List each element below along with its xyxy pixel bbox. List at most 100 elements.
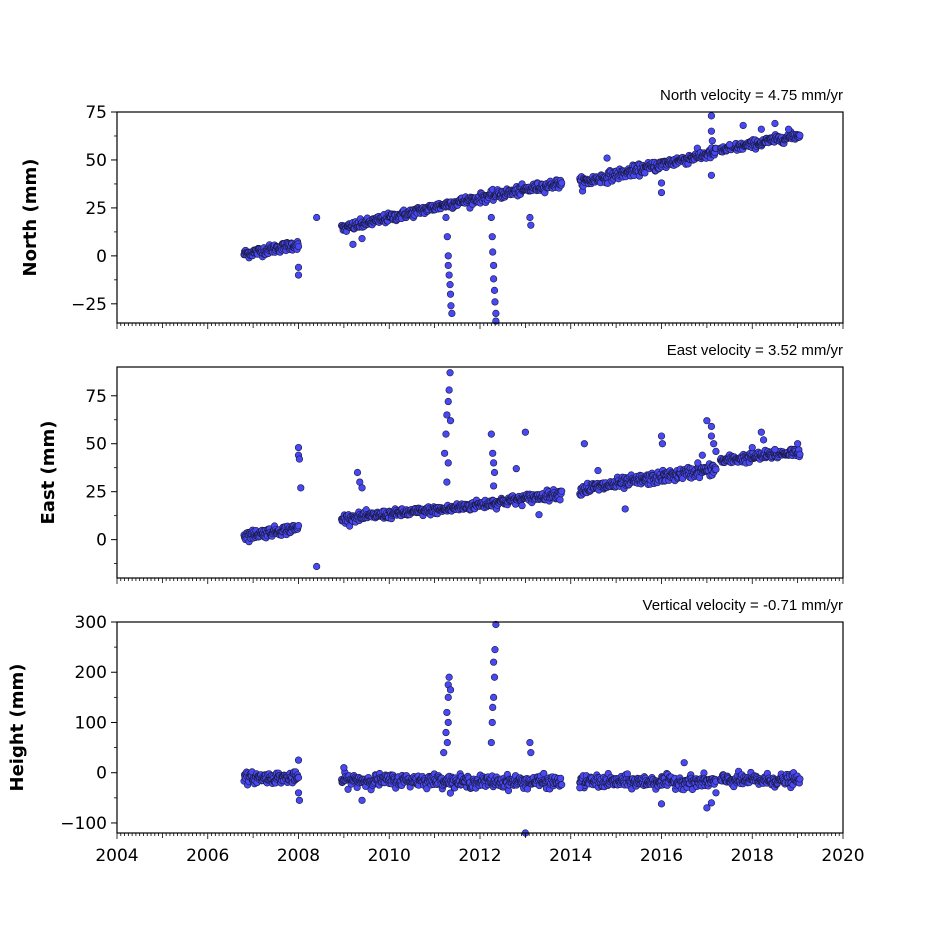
outlier-point — [526, 738, 534, 747]
outlier-point — [490, 482, 498, 490]
y-tick-label: 50 — [85, 151, 107, 171]
y-tick-label: 100 — [75, 713, 107, 733]
outlier-point — [527, 749, 535, 757]
outlier-point — [771, 445, 779, 454]
outlier-point — [794, 440, 802, 448]
outlier-point — [444, 459, 452, 467]
y-tick-label: 50 — [85, 435, 107, 455]
outlier-point — [443, 411, 451, 419]
y-tick-label: 0 — [96, 531, 107, 551]
outlier-point — [448, 309, 456, 318]
outlier-point — [712, 789, 720, 797]
outlier-point — [446, 686, 455, 694]
outlier-point — [708, 137, 716, 145]
outlier-point — [444, 397, 452, 406]
y-tick-label: 25 — [85, 199, 107, 219]
outlier-point — [725, 141, 734, 149]
outlier-point — [313, 562, 321, 571]
outlier-point — [444, 718, 452, 727]
outlier-point — [657, 179, 666, 187]
outlier-point — [491, 646, 499, 654]
north-velocity-label: North velocity = 4.75 mm/yr — [660, 87, 843, 104]
y-tick-label: −25 — [71, 295, 107, 315]
data-point — [796, 450, 804, 458]
outlier-point — [526, 213, 534, 222]
outlier-point — [297, 484, 305, 492]
data-point — [558, 487, 566, 495]
north-panel: −25 0 25 50 75 North velocity = 4.75 mm/yr N… — [20, 87, 844, 329]
y-tick-label: 25 — [85, 483, 107, 503]
data-point — [556, 496, 564, 504]
y-tick-label: 75 — [85, 103, 107, 123]
outlier-point — [707, 171, 716, 179]
x-tick-label: 2018 — [731, 846, 774, 866]
outlier-point — [527, 221, 535, 229]
outlier-point — [680, 759, 688, 767]
north-data-points — [240, 112, 804, 325]
east-data-points — [240, 369, 804, 571]
data-point — [294, 242, 303, 251]
data-point — [796, 775, 804, 783]
outlier-point — [712, 447, 720, 456]
outlier-point — [657, 432, 666, 440]
outlier-point — [490, 693, 498, 701]
outlier-point — [487, 430, 495, 438]
outlier-point — [757, 125, 765, 133]
outlier-point — [621, 505, 629, 513]
outlier-point — [349, 240, 357, 248]
vertical-velocity-label: Vertical velocity = -0.71 mm/yr — [643, 597, 843, 614]
data-point — [556, 774, 565, 782]
outlier-point — [443, 738, 451, 747]
outlier-point — [294, 756, 303, 764]
data-point — [558, 179, 566, 187]
y-tick-label: 0 — [96, 764, 107, 784]
y-tick-label: 300 — [75, 613, 107, 633]
outlier-point — [340, 764, 348, 772]
outlier-point — [771, 119, 779, 128]
outlier-point — [707, 112, 716, 120]
outlier-point — [443, 233, 451, 241]
outlier-point — [784, 125, 793, 133]
outlier-point — [490, 275, 498, 283]
outlier-point — [603, 154, 611, 162]
outlier-point — [442, 728, 450, 737]
outlier-point — [294, 263, 303, 271]
outlier-point — [295, 455, 304, 463]
outlier-point — [444, 693, 452, 701]
outlier-point — [313, 213, 321, 222]
outlier-point — [707, 422, 716, 431]
outlier-point — [443, 708, 451, 717]
outlier-point — [492, 309, 500, 318]
outlier-point — [576, 784, 584, 792]
outlier-point — [294, 271, 303, 279]
outlier-point — [294, 789, 303, 797]
outlier-point — [759, 436, 768, 444]
outlier-point — [489, 248, 497, 256]
outlier-point — [445, 673, 453, 681]
outlier-point — [657, 188, 666, 197]
north-ticks: −25 0 25 50 75 — [71, 103, 844, 329]
outlier-point — [445, 271, 453, 279]
outlier-point — [444, 261, 452, 270]
outlier-point — [294, 443, 303, 452]
outlier-point — [490, 658, 498, 666]
outlier-point — [703, 417, 711, 425]
outlier-point — [757, 428, 765, 436]
data-point — [558, 781, 566, 789]
data-point — [294, 521, 303, 530]
outlier-point — [490, 261, 498, 270]
y-tick-label: 75 — [85, 387, 107, 407]
outlier-point — [487, 738, 495, 747]
x-tick-label: 2012 — [458, 846, 501, 866]
outlier-point — [710, 440, 718, 448]
outlier-point — [444, 252, 452, 260]
outlier-point — [490, 459, 498, 467]
data-point — [294, 774, 303, 782]
east-panel: 0 25 50 75 East velocity = 3.52 mm/yr East … — [38, 342, 844, 584]
outlier-point — [512, 465, 520, 473]
outlier-point — [353, 468, 362, 477]
outlier-point — [446, 290, 455, 298]
x-tick-label: 2006 — [186, 846, 229, 866]
outlier-point — [358, 484, 366, 492]
outlier-point — [521, 428, 529, 436]
